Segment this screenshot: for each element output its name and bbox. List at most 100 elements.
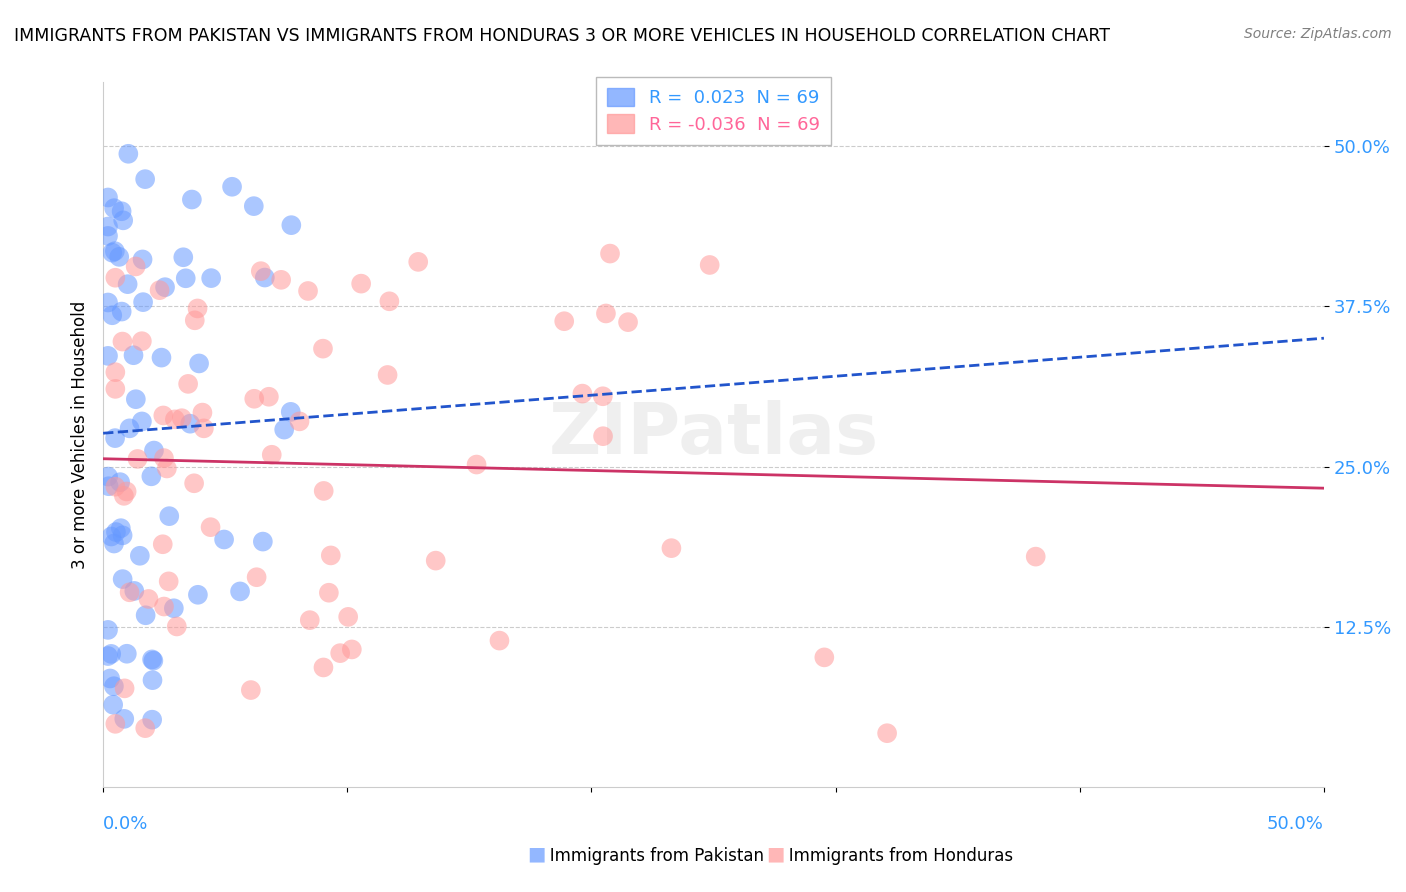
- Point: [813, 650, 835, 665]
- Text: Immigrants from Honduras: Immigrants from Honduras: [773, 847, 1014, 865]
- Point: [115, 647, 138, 661]
- Point: [127, 452, 149, 467]
- Point: [298, 613, 321, 627]
- Point: [297, 284, 319, 298]
- Point: [319, 549, 342, 563]
- Point: [134, 172, 156, 186]
- Point: [280, 218, 302, 232]
- Point: [184, 313, 207, 327]
- Point: [340, 642, 363, 657]
- Text: ZIPatlas: ZIPatlas: [548, 400, 879, 469]
- Point: [117, 146, 139, 161]
- Point: [104, 480, 127, 494]
- Point: [103, 536, 125, 550]
- Point: [98, 672, 121, 686]
- Point: [104, 382, 127, 396]
- Point: [288, 414, 311, 428]
- Point: [156, 461, 179, 475]
- Text: ■: ■: [766, 845, 785, 863]
- Point: [180, 193, 202, 207]
- Point: [599, 246, 621, 260]
- Text: ■: ■: [527, 845, 546, 863]
- Point: [141, 652, 163, 666]
- Point: [118, 421, 141, 435]
- Point: [131, 334, 153, 349]
- Point: [141, 469, 163, 483]
- Point: [104, 716, 127, 731]
- Point: [250, 264, 273, 278]
- Point: [212, 533, 235, 547]
- Point: [97, 228, 120, 243]
- Point: [97, 295, 120, 310]
- Point: [337, 610, 360, 624]
- Point: [128, 549, 150, 563]
- Point: [177, 376, 200, 391]
- Point: [97, 648, 120, 663]
- Point: [132, 295, 155, 310]
- Point: [157, 509, 180, 524]
- Point: [135, 608, 157, 623]
- Point: [186, 301, 208, 316]
- Point: [152, 537, 174, 551]
- Point: [103, 679, 125, 693]
- Point: [378, 294, 401, 309]
- Point: [104, 270, 127, 285]
- Point: [108, 250, 131, 264]
- Point: [131, 414, 153, 428]
- Point: [592, 389, 614, 403]
- Point: [110, 521, 132, 535]
- Point: [163, 412, 186, 426]
- Point: [1025, 549, 1047, 564]
- Point: [112, 213, 135, 227]
- Point: [110, 204, 132, 219]
- Point: [117, 277, 139, 292]
- Point: [253, 270, 276, 285]
- Point: [153, 599, 176, 614]
- Point: [148, 283, 170, 297]
- Point: [488, 633, 510, 648]
- Point: [350, 277, 373, 291]
- Point: [112, 489, 135, 503]
- Point: [104, 244, 127, 259]
- Text: 0.0%: 0.0%: [103, 815, 149, 833]
- Text: Immigrants from Pakistan: Immigrants from Pakistan: [534, 847, 765, 865]
- Point: [104, 431, 127, 445]
- Point: [157, 574, 180, 589]
- Point: [571, 386, 593, 401]
- Point: [193, 421, 215, 435]
- Point: [174, 271, 197, 285]
- Point: [124, 583, 146, 598]
- Point: [112, 712, 135, 726]
- Point: [661, 541, 683, 556]
- Point: [246, 570, 269, 584]
- Point: [243, 199, 266, 213]
- Point: [111, 528, 134, 542]
- Point: [312, 483, 335, 498]
- Point: [312, 660, 335, 674]
- Point: [312, 342, 335, 356]
- Point: [115, 484, 138, 499]
- Point: [101, 245, 124, 260]
- Point: [191, 406, 214, 420]
- Point: [97, 190, 120, 204]
- Point: [134, 721, 156, 735]
- Point: [131, 252, 153, 267]
- Point: [97, 623, 120, 637]
- Point: [141, 673, 163, 688]
- Point: [100, 647, 122, 661]
- Point: [124, 260, 146, 274]
- Point: [377, 368, 399, 382]
- Point: [108, 475, 131, 490]
- Point: [243, 392, 266, 406]
- Point: [200, 520, 222, 534]
- Point: [318, 585, 340, 599]
- Point: [187, 588, 209, 602]
- Point: [183, 476, 205, 491]
- Point: [143, 443, 166, 458]
- Point: [125, 392, 148, 407]
- Point: [406, 255, 429, 269]
- Point: [273, 423, 295, 437]
- Point: [114, 681, 136, 696]
- Point: [592, 429, 614, 443]
- Legend: R =  0.023  N = 69, R = -0.036  N = 69: R = 0.023 N = 69, R = -0.036 N = 69: [596, 77, 831, 145]
